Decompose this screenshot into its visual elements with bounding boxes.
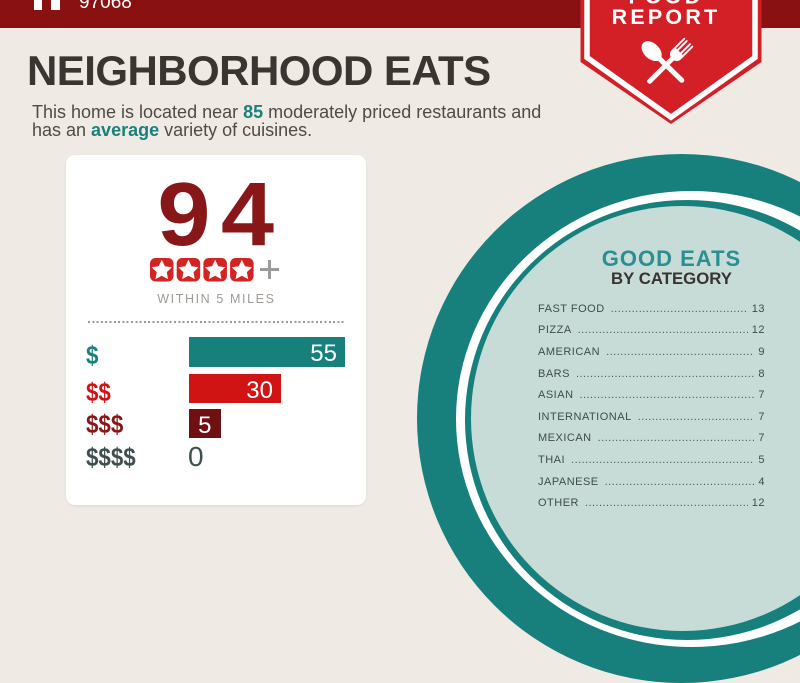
svg-text:FOOD: FOOD xyxy=(629,0,704,9)
svg-text:REPORT: REPORT xyxy=(612,5,721,29)
